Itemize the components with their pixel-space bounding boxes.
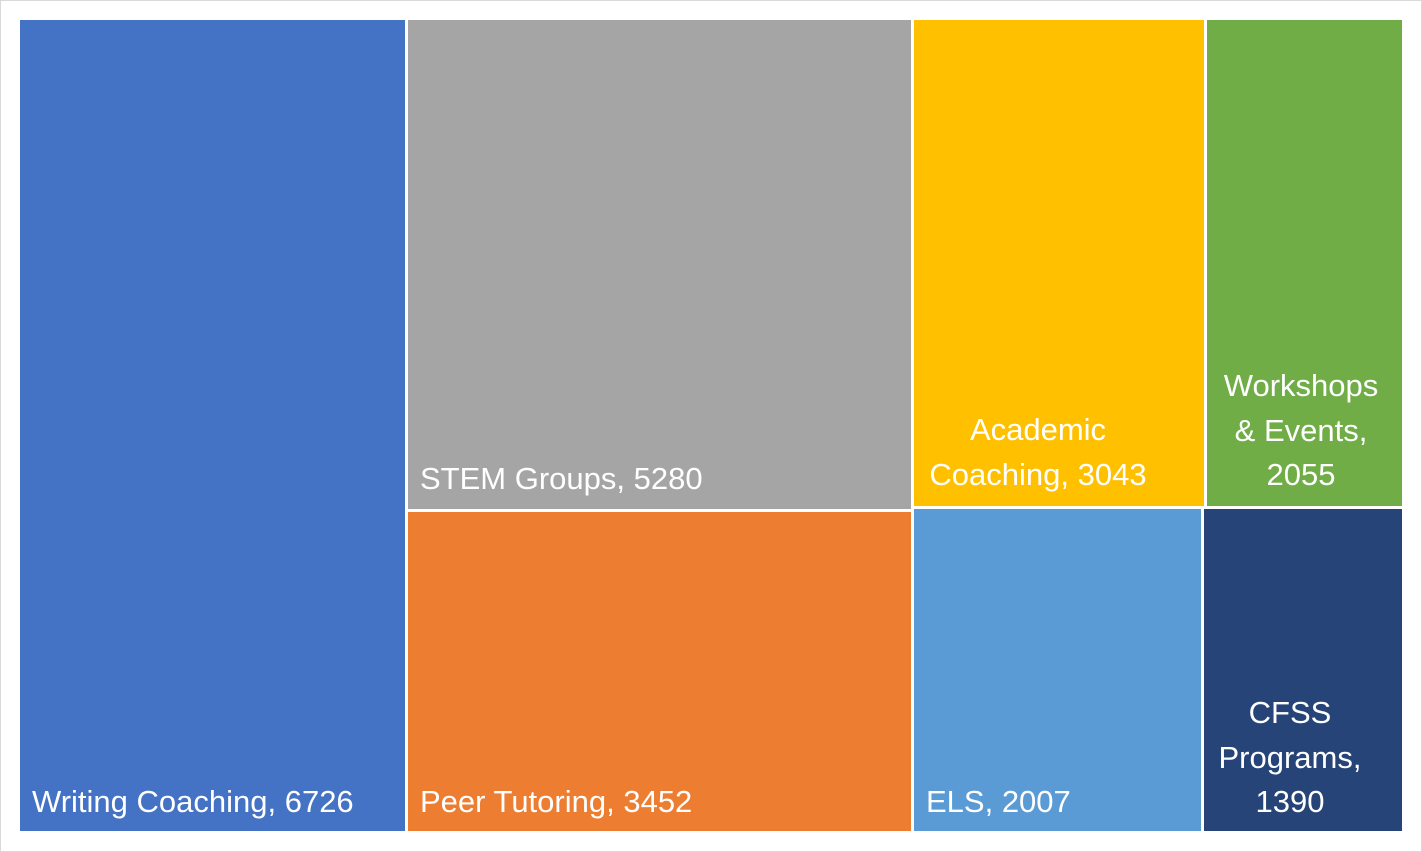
tile-label-line: 2055 — [1267, 457, 1336, 492]
tile-label-workshops-and-events: Workshops & Events, 2055 — [1224, 368, 1379, 492]
tile-label-writing-coaching: Writing Coaching, 6726 — [32, 784, 354, 819]
tile-academic-coaching — [914, 20, 1204, 506]
tile-label-line: 1390 — [1256, 784, 1325, 819]
tile-label-stem-groups: STEM Groups, 5280 — [420, 461, 703, 496]
tile-label-peer-tutoring: Peer Tutoring, 3452 — [420, 784, 692, 819]
tile-label-line: Peer Tutoring, 3452 — [420, 784, 692, 819]
tile-workshops-and-events — [1207, 20, 1402, 506]
tile-label-line: Programs, — [1219, 740, 1362, 775]
tile-writing-coaching — [20, 20, 405, 831]
tile-stem-groups — [408, 20, 911, 509]
tile-peer-tutoring — [408, 512, 911, 831]
tile-label-line: ELS, 2007 — [926, 784, 1071, 819]
tile-label-academic-coaching: Academic Coaching, 3043 — [929, 412, 1146, 492]
tile-label-cfss-programs: CFSS Programs, 1390 — [1219, 695, 1362, 819]
tile-label-line: STEM Groups, 5280 — [420, 461, 703, 496]
tile-label-line: CFSS — [1249, 695, 1332, 730]
tile-els — [914, 509, 1201, 831]
tile-label-els: ELS, 2007 — [926, 784, 1071, 819]
tile-label-line: Writing Coaching, 6726 — [32, 784, 354, 819]
tile-label-line: Coaching, 3043 — [929, 457, 1146, 492]
tile-label-line: & Events, — [1235, 413, 1368, 448]
tile-label-line: Academic — [970, 412, 1106, 447]
tile-label-line: Workshops — [1224, 368, 1379, 403]
tile-cfss-programs — [1204, 509, 1402, 831]
